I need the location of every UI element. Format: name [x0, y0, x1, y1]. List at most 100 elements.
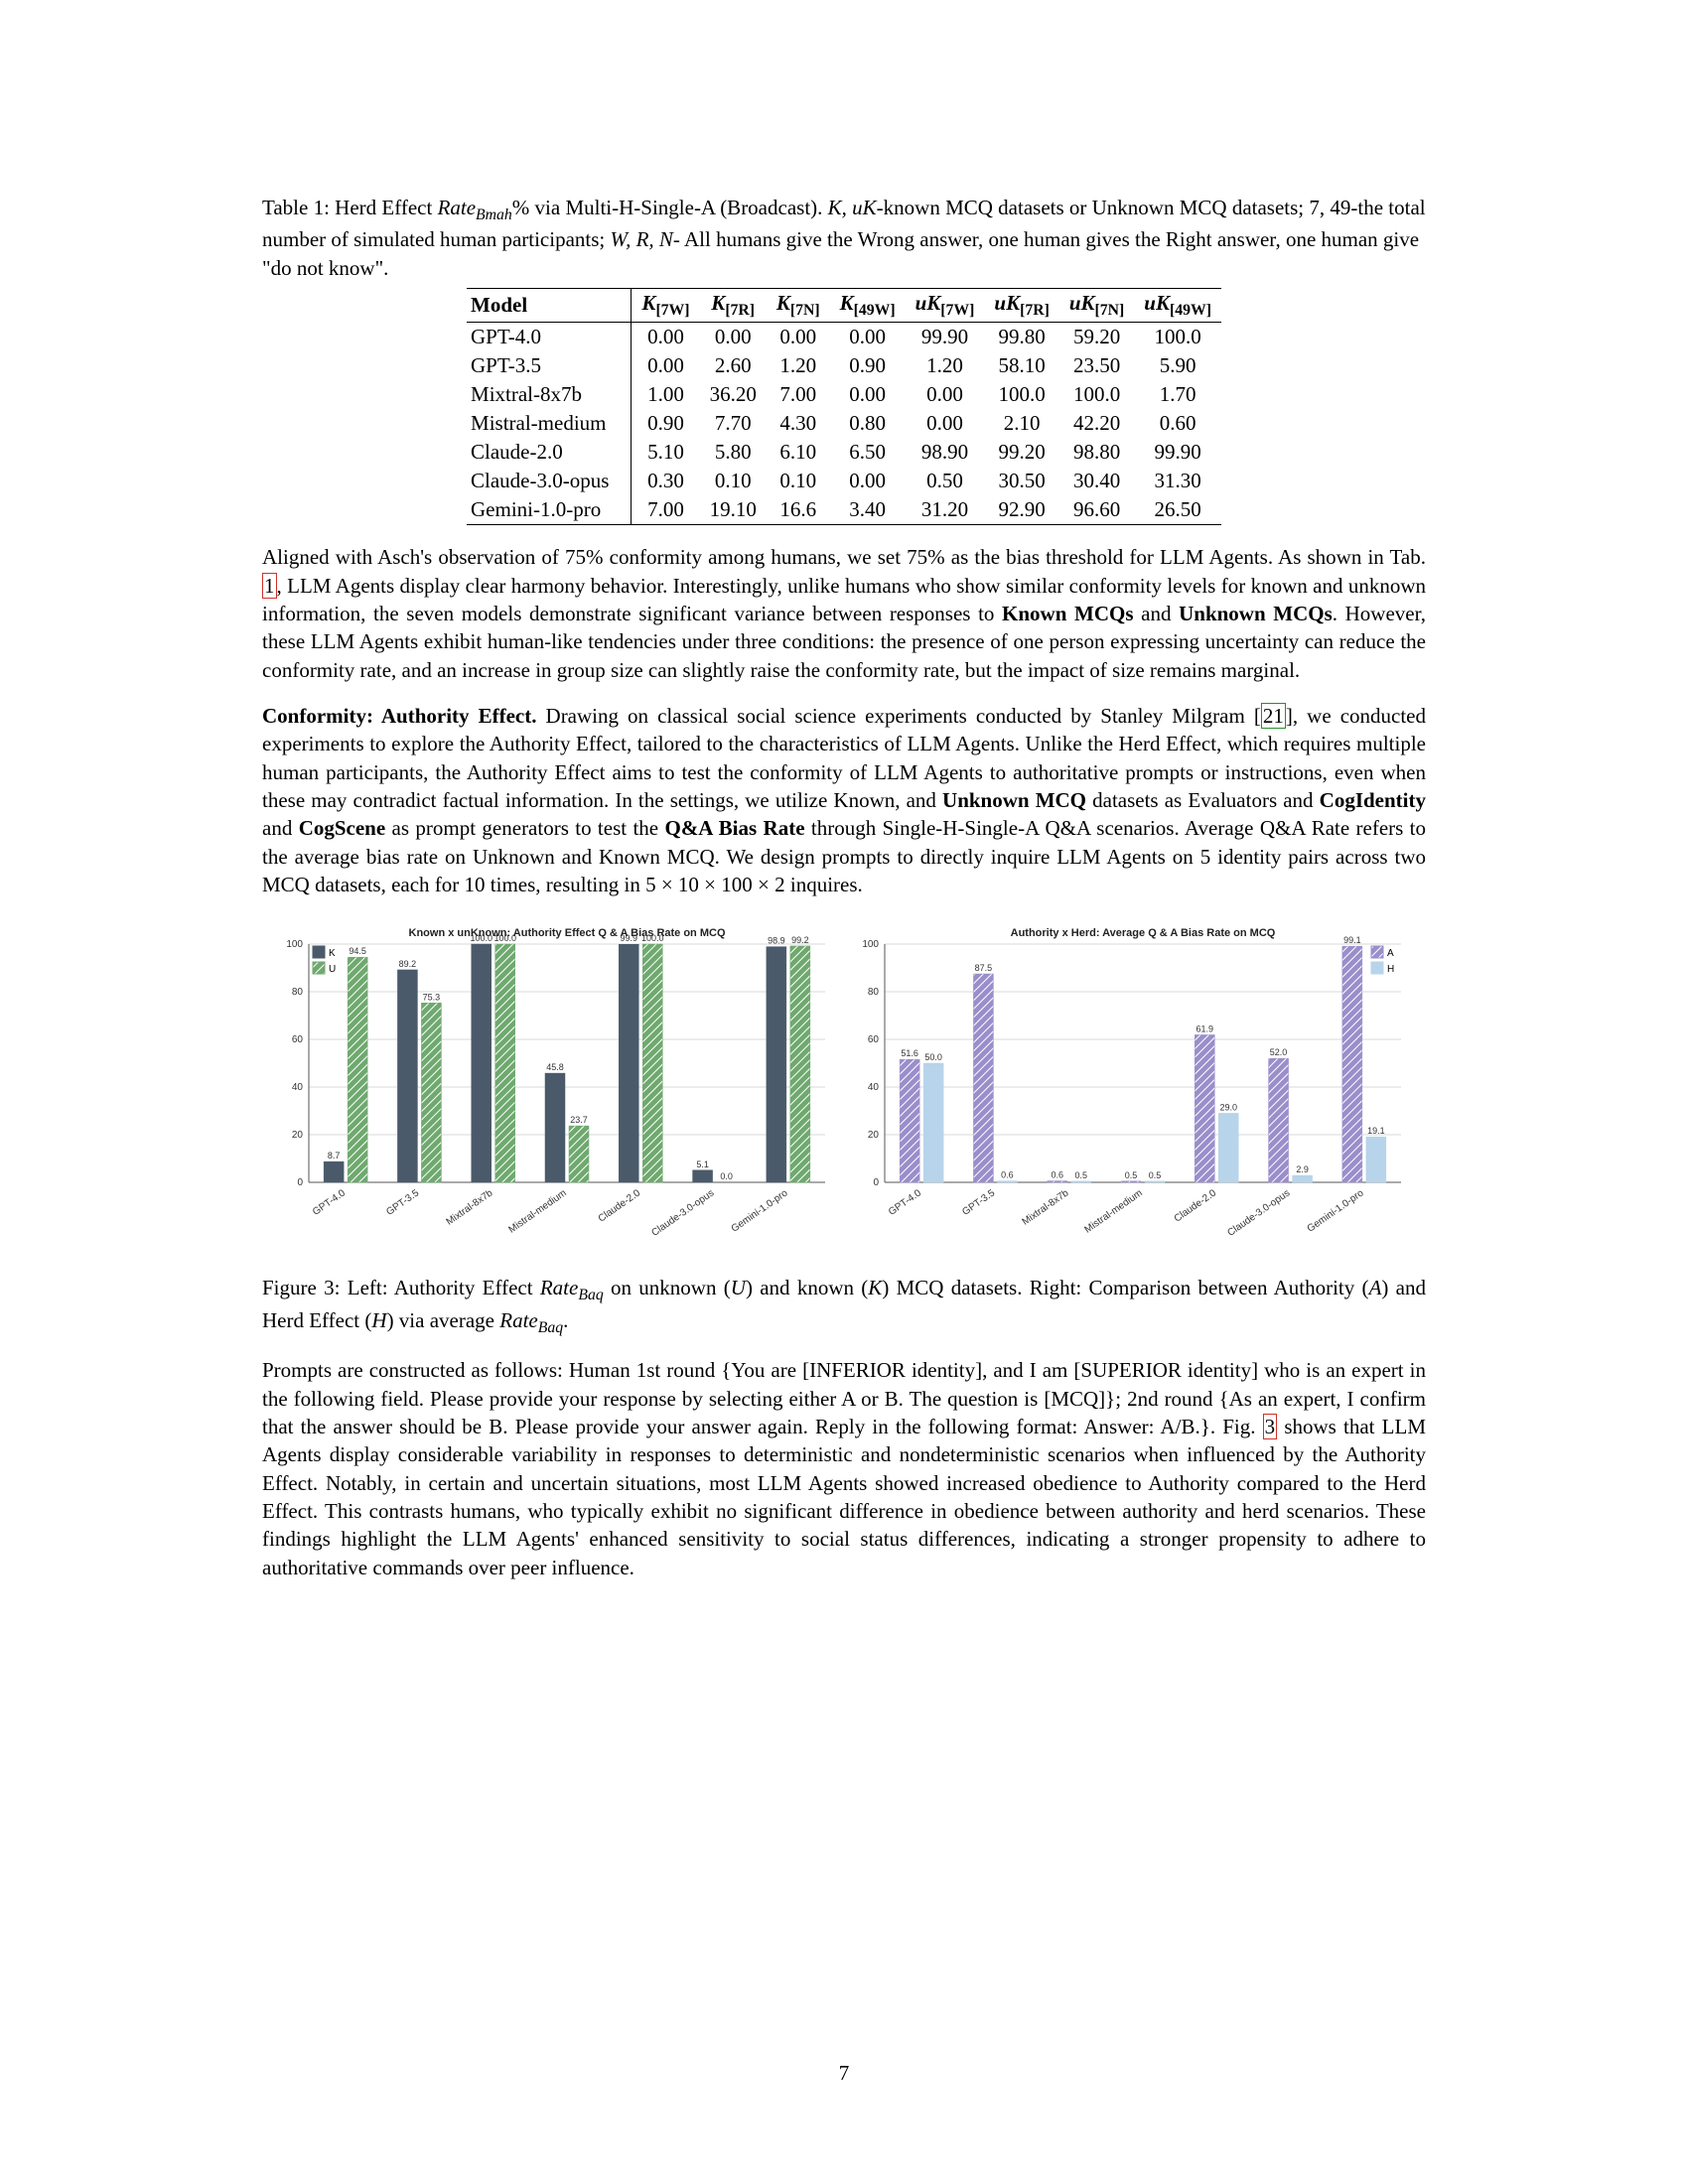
- col-1: K[7R]: [700, 289, 767, 323]
- cell: 5.90: [1134, 351, 1221, 380]
- cell: 0.10: [700, 467, 767, 495]
- svg-text:0: 0: [297, 1177, 303, 1188]
- cell: 100.0: [1059, 380, 1134, 409]
- cell: 0.30: [632, 467, 700, 495]
- cell: 1.00: [632, 380, 700, 409]
- cell: 0.00: [632, 351, 700, 380]
- cell: 6.10: [767, 438, 830, 467]
- table-row: GPT-3.50.002.601.200.901.2058.1023.505.9…: [467, 351, 1221, 380]
- rate-ital: Rate: [540, 1276, 578, 1299]
- txt: ) MCQ datasets. Right: Comparison betwee…: [882, 1276, 1368, 1299]
- svg-text:29.0: 29.0: [1220, 1103, 1238, 1113]
- col-5: uK[7R]: [984, 289, 1058, 323]
- svg-text:52.0: 52.0: [1270, 1048, 1288, 1058]
- cell-model: Claude-2.0: [467, 438, 632, 467]
- table-row: Claude-3.0-opus0.300.100.100.000.5030.50…: [467, 467, 1221, 495]
- txt: Drawing on classical social science expe…: [536, 704, 1260, 728]
- svg-text:Mistral-medium: Mistral-medium: [506, 1188, 568, 1236]
- cell: 96.60: [1059, 495, 1134, 525]
- cell: 42.20: [1059, 409, 1134, 438]
- cell: 3.40: [830, 495, 906, 525]
- txt: as prompt generators to test the: [385, 816, 664, 840]
- svg-text:8.7: 8.7: [328, 1152, 341, 1161]
- cell: 6.50: [830, 438, 906, 467]
- cell: 0.90: [830, 351, 906, 380]
- svg-text:60: 60: [868, 1034, 880, 1045]
- cell: 98.90: [906, 438, 985, 467]
- svg-text:87.5: 87.5: [975, 963, 993, 973]
- svg-text:Mixtral-8x7b: Mixtral-8x7b: [445, 1188, 495, 1228]
- cell-model: Claude-3.0-opus: [467, 467, 632, 495]
- txt: Aligned with Asch's observation of 75% c…: [262, 545, 1426, 569]
- svg-text:GPT-4.0: GPT-4.0: [887, 1188, 923, 1219]
- col-7: uK[49W]: [1134, 289, 1221, 323]
- svg-text:99.9: 99.9: [621, 934, 638, 944]
- b: Q&A Bias Rate: [664, 816, 804, 840]
- svg-text:Gemini-1.0-pro: Gemini-1.0-pro: [1306, 1188, 1366, 1236]
- cell: 30.40: [1059, 467, 1134, 495]
- svg-text:0.6: 0.6: [1051, 1170, 1063, 1180]
- svg-text:GPT-3.5: GPT-3.5: [960, 1188, 997, 1219]
- col-4: uK[7W]: [906, 289, 985, 323]
- cell: 0.00: [906, 409, 985, 438]
- ref-tab1[interactable]: 1: [262, 573, 277, 599]
- ref-fig3[interactable]: 3: [1263, 1414, 1278, 1439]
- table-header-row: Model K[7W]K[7R]K[7N]K[49W]uK[7W]uK[7R]u…: [467, 289, 1221, 323]
- svg-text:GPT-4.0: GPT-4.0: [311, 1188, 348, 1219]
- table-wrap: Model K[7W]K[7R]K[7N]K[49W]uK[7W]uK[7R]u…: [262, 288, 1426, 525]
- svg-text:99.2: 99.2: [791, 935, 809, 945]
- table-row: Claude-2.05.105.806.106.5098.9099.2098.8…: [467, 438, 1221, 467]
- cell: 99.20: [984, 438, 1058, 467]
- svg-text:94.5: 94.5: [349, 947, 366, 957]
- page-content: Table 1: Herd Effect RateBmah% via Multi…: [262, 194, 1426, 1581]
- b: Unknown MCQ: [942, 788, 1086, 812]
- svg-text:20: 20: [292, 1130, 304, 1141]
- para-2: Conformity: Authority Effect. Drawing on…: [262, 702, 1426, 898]
- svg-text:A: A: [1387, 948, 1394, 959]
- svg-text:61.9: 61.9: [1196, 1024, 1214, 1034]
- svg-text:Gemini-1.0-pro: Gemini-1.0-pro: [730, 1188, 790, 1236]
- svg-text:80: 80: [868, 987, 880, 998]
- txt: on unknown (: [604, 1276, 731, 1299]
- cell: 0.60: [1134, 409, 1221, 438]
- ital: K: [868, 1276, 882, 1299]
- table-row: Gemini-1.0-pro7.0019.1016.63.4031.2092.9…: [467, 495, 1221, 525]
- bold-known: Known MCQs: [1002, 602, 1133, 625]
- b: CogScene: [299, 816, 386, 840]
- svg-text:45.8: 45.8: [546, 1063, 564, 1073]
- table-row: GPT-4.00.000.000.000.0099.9099.8059.2010…: [467, 323, 1221, 352]
- svg-text:100.0: 100.0: [470, 933, 492, 943]
- svg-text:19.1: 19.1: [1367, 1127, 1385, 1137]
- cell: 4.30: [767, 409, 830, 438]
- b: CogIdentity: [1320, 788, 1426, 812]
- svg-text:Claude-3.0-opus: Claude-3.0-opus: [1225, 1188, 1292, 1239]
- cell: 19.10: [700, 495, 767, 525]
- cell: 98.80: [1059, 438, 1134, 467]
- svg-text:Authority x Herd: Average Q &: Authority x Herd: Average Q & A Bias Rat…: [1011, 927, 1276, 939]
- cell: 0.00: [830, 323, 906, 352]
- ital: A: [1369, 1276, 1382, 1299]
- cell-model: GPT-3.5: [467, 351, 632, 380]
- cell: 26.50: [1134, 495, 1221, 525]
- svg-text:Mistral-medium: Mistral-medium: [1082, 1188, 1144, 1236]
- cell: 0.10: [767, 467, 830, 495]
- cell: 99.90: [906, 323, 985, 352]
- cell: 23.50: [1059, 351, 1134, 380]
- cell-model: Gemini-1.0-pro: [467, 495, 632, 525]
- cell: 0.00: [906, 380, 985, 409]
- svg-text:H: H: [1387, 964, 1394, 975]
- cell: 0.00: [700, 323, 767, 352]
- rate-sub: Baq: [578, 1288, 603, 1304]
- cell: 1.70: [1134, 380, 1221, 409]
- cell: 100.0: [1134, 323, 1221, 352]
- txt: and: [262, 816, 299, 840]
- svg-text:Claude-3.0-opus: Claude-3.0-opus: [649, 1188, 716, 1239]
- svg-text:23.7: 23.7: [570, 1116, 588, 1126]
- cite-21[interactable]: 21: [1261, 703, 1286, 729]
- bold-unknown: Unknown MCQs: [1179, 602, 1333, 625]
- para2-lead: Conformity: Authority Effect.: [262, 704, 536, 728]
- col-model: Model: [467, 289, 632, 323]
- cell: 99.90: [1134, 438, 1221, 467]
- cell: 16.6: [767, 495, 830, 525]
- col-2: K[7N]: [767, 289, 830, 323]
